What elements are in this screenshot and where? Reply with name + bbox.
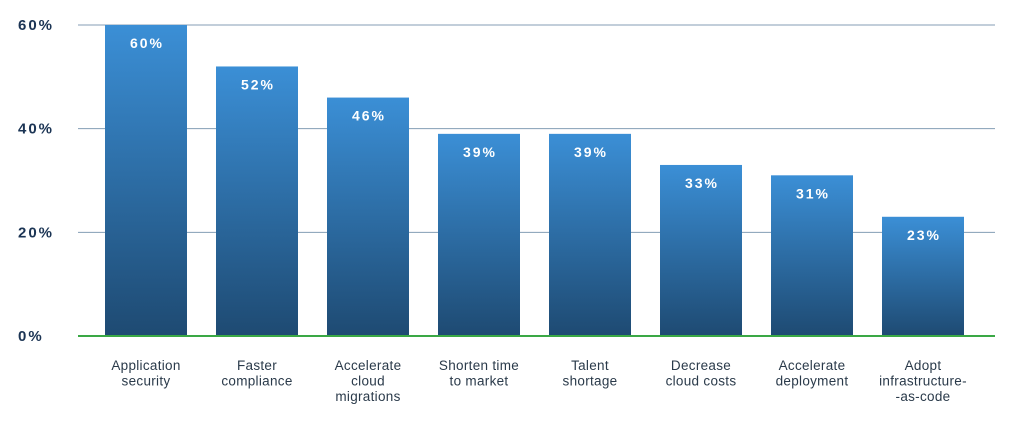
category-label-line: compliance	[221, 374, 292, 389]
category-label-line: Decrease	[671, 358, 731, 373]
category-label-line: Accelerate	[779, 358, 846, 373]
y-tick-label: 0%	[18, 328, 44, 345]
data-label: 39%	[574, 144, 608, 160]
category-label: Decrease cloud costs	[666, 358, 737, 389]
category-label-line: Application	[111, 358, 180, 373]
bar	[771, 175, 853, 336]
bars	[105, 25, 964, 336]
category-label-line: Shorten time	[439, 358, 519, 373]
category-label-line: infrastructure-	[879, 374, 967, 389]
category-label-line: -as-code	[896, 389, 951, 404]
data-label: 60%	[130, 35, 164, 51]
data-label: 23%	[907, 227, 941, 243]
y-tick-label: 60%	[18, 17, 54, 34]
category-label: Faster compliance	[221, 358, 292, 389]
gridlines	[78, 24, 995, 233]
category-label-line: security	[122, 374, 171, 389]
category-label: Accelerate cloud migrations	[335, 358, 402, 404]
data-label: 52%	[241, 76, 275, 92]
category-label-line: Adopt	[905, 358, 942, 373]
category-label: Accelerate deployment	[776, 358, 849, 389]
category-label: Shorten time to market	[439, 358, 519, 389]
category-label-line: to market	[450, 374, 509, 389]
data-label: 39%	[463, 144, 497, 160]
x-axis: Application security Faster compliance Accel…	[111, 358, 967, 404]
data-label: 46%	[352, 108, 386, 124]
y-axis: 0% 20% 40% 60%	[18, 17, 54, 345]
category-label-line: cloud costs	[666, 374, 737, 389]
category-label-line: cloud	[351, 374, 385, 389]
bar	[660, 164, 742, 336]
category-label: Talent shortage	[563, 358, 618, 389]
category-label: Adopt infrastructure--as-code	[879, 358, 967, 404]
bar	[216, 66, 298, 336]
y-tick-label: 40%	[18, 121, 54, 138]
bar	[105, 25, 187, 336]
category-label-line: Talent	[571, 358, 609, 373]
bar	[438, 133, 520, 336]
category-label-line: shortage	[563, 374, 618, 389]
bar	[549, 133, 631, 336]
data-label: 33%	[685, 175, 719, 191]
data-label: 31%	[796, 185, 830, 201]
category-label: Application security	[111, 358, 180, 389]
category-label-line: Accelerate	[335, 358, 402, 373]
data-labels: 60% 52% 46% 39% 39% 33% 31% 23%	[130, 35, 941, 243]
y-tick-label: 20%	[18, 224, 54, 241]
bar	[882, 216, 964, 336]
category-label-line: migrations	[335, 389, 400, 404]
category-label-line: Faster	[237, 358, 277, 373]
category-label-line: deployment	[776, 374, 849, 389]
bar	[327, 97, 409, 336]
